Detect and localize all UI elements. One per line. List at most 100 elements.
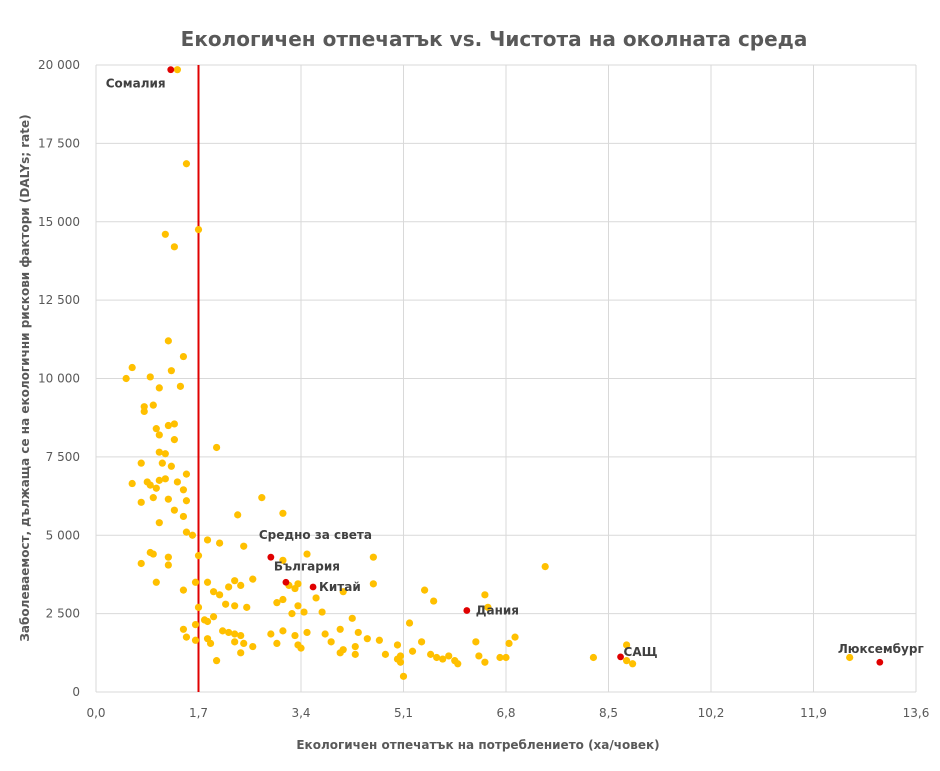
scatter-point [348,614,356,622]
scatter-point [237,649,245,657]
scatter-point [161,230,169,238]
x-axis-title: Екологичен отпечатък на потреблението (х… [296,738,659,752]
scatter-point [152,484,160,492]
chart-title: Екологичен отпечатък vs. Чистота на окол… [181,27,808,51]
y-tick-label: 5 000 [46,528,80,542]
scatter-point [351,650,359,658]
scatter-point [369,580,377,588]
scatter-point [475,652,483,660]
scatter-point [339,588,347,596]
data-points [122,66,854,680]
scatter-point [231,630,239,638]
scatter-point [146,373,154,381]
scatter-point [481,591,489,599]
scatter-point [234,511,242,519]
scatter-point [439,655,447,663]
scatter-point [219,627,227,635]
scatter-point [179,625,188,633]
highlight-point [617,653,624,661]
point-annotation: САЩ [624,645,658,659]
y-tick-label: 7 500 [46,450,80,464]
scatter-point [445,652,453,660]
scatter-point [381,650,390,658]
gridlines [95,64,917,693]
highlight-point [309,583,317,591]
scatter-point [622,657,631,665]
scatter-point [408,647,417,655]
scatter-point [225,583,233,591]
highlight-point [167,66,175,74]
point-annotation: България [274,559,340,573]
highlight-point [876,658,884,666]
scatter-point [164,337,172,345]
scatter-point [273,599,281,607]
scatter-point [336,625,344,633]
scatter-point [279,509,287,517]
x-tick-label: 5,1 [394,706,413,720]
scatter-point [216,539,224,547]
scatter-point [188,531,197,539]
y-tick-label: 20 000 [38,58,80,72]
scatter-point [243,603,251,611]
scatter-point [194,225,203,234]
scatter-point [393,655,402,663]
scatter-point [421,586,429,594]
scatter-point [212,657,221,665]
scatter-point [327,638,335,646]
scatter-point [297,644,305,652]
highlight-point [267,553,275,561]
scatter-point [158,459,166,467]
scatter-point [279,627,287,635]
scatter-point [182,528,191,536]
scatter-point [393,641,402,649]
scatter-point [191,578,200,586]
scatter-point [399,672,408,680]
x-tick-label: 10,2 [698,706,725,720]
scatter-point [496,653,504,662]
scatter-point [179,352,188,361]
scatter-point [267,630,275,638]
scatter-point [294,602,302,610]
scatter-point [454,660,462,668]
scatter-point [240,542,248,550]
scatter-point [231,602,239,610]
scatter-point [225,628,233,637]
scatter-point [167,462,175,470]
scatter-point [128,363,136,372]
scatter-point [164,553,172,561]
scatter-point [149,550,157,558]
scatter-point [194,552,203,560]
scatter-point [182,160,191,168]
scatter-point [249,642,257,651]
point-annotation: Средно за света [259,528,372,542]
scatter-point [405,619,414,627]
scatter-point [279,556,287,564]
scatter-point [249,575,257,583]
scatter-point [484,603,492,611]
scatter-point [427,650,435,658]
scatter-point [430,597,438,605]
scatter-point [137,498,145,506]
scatter-point [155,448,163,456]
scatter-point [170,420,178,428]
scatter-point [622,641,631,649]
scatter-point [318,608,326,616]
scatter-point [122,374,130,383]
scatter-point [846,653,854,662]
scatter-point [206,639,215,648]
x-tick-label: 6,8 [496,706,515,720]
scatter-point [481,658,489,666]
scatter-point [351,642,359,651]
scatter-point [209,588,218,596]
scatter-point [191,636,200,644]
scatter-point [182,633,191,641]
scatter-point [336,649,344,657]
y-tick-label: 17 500 [38,136,80,150]
x-tick-label: 3,4 [291,706,310,720]
scatter-point [417,638,426,646]
scatter-point [505,639,513,648]
point-annotation: Дания [476,603,519,617]
x-axis-ticks: 0,0 1,7 3,4 5,1 6,8 8,5 10,2 11,9 13,6 [86,706,929,720]
scatter-point [433,653,441,662]
scatter-point [137,559,145,568]
